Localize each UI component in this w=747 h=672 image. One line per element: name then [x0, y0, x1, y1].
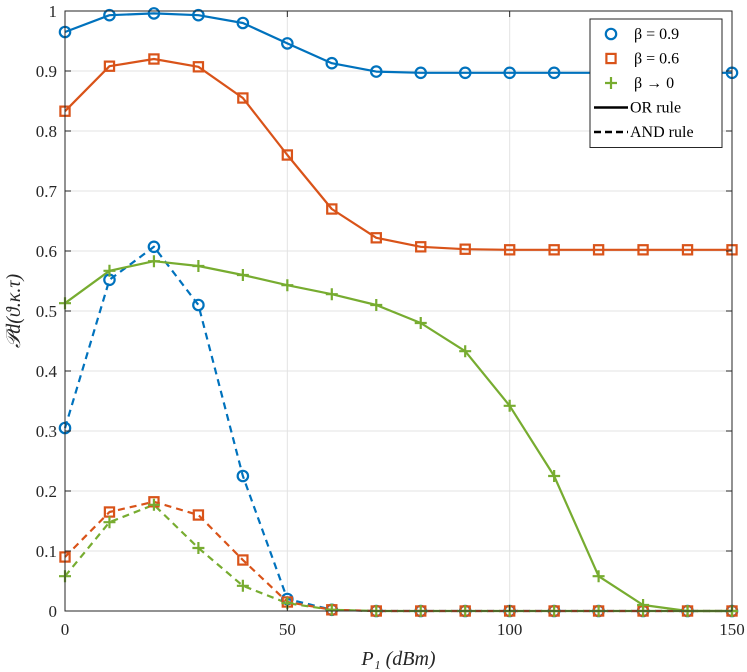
legend-label: AND rule	[630, 124, 694, 141]
data-point-circle	[503, 66, 516, 80]
data-point-square	[681, 244, 694, 256]
data-point-plus	[548, 470, 561, 482]
series-line-and-4	[64, 500, 732, 613]
data-point-square	[415, 241, 427, 253]
data-point-square	[326, 203, 338, 215]
data-point-square	[192, 509, 205, 521]
data-point-circle	[325, 56, 339, 70]
data-point-plus	[281, 279, 294, 292]
data-point-circle	[236, 469, 250, 483]
data-point-circle	[458, 66, 472, 80]
data-point-circle	[414, 66, 428, 80]
y-tick-label: 0.9	[36, 62, 57, 81]
y-tick-label: 0.5	[36, 302, 57, 321]
data-point-plus	[370, 299, 383, 311]
x-tick-label: 0	[61, 620, 70, 639]
data-point-plus	[192, 260, 205, 272]
data-point-plus	[236, 579, 249, 592]
data-point-plus	[637, 599, 650, 611]
y-tick-label: 1	[49, 2, 58, 21]
data-point-plus	[103, 516, 116, 529]
data-point-square	[281, 149, 294, 161]
y-tick-label: 0.4	[36, 362, 58, 381]
legend-label: β = 0.9	[634, 26, 679, 43]
legend-label: β = 0.6	[634, 51, 679, 68]
x-tick-label: 100	[497, 620, 523, 639]
data-point-circle	[103, 8, 116, 22]
y-tick-label: 0	[49, 602, 58, 621]
data-point-square	[637, 244, 649, 256]
y-tick-label: 0.8	[36, 122, 57, 141]
data-point-plus	[147, 255, 160, 268]
series-line-or-2	[64, 260, 732, 613]
data-point-square	[192, 61, 205, 73]
data-point-square	[237, 92, 249, 104]
data-point-circle	[281, 37, 294, 50]
legend-circle-marker	[604, 27, 618, 41]
data-point-square	[503, 244, 516, 256]
data-point-circle	[192, 8, 205, 22]
legend: β = 0.9 β = 0.6 β → 0 OR rule AND rule	[589, 18, 723, 148]
x-tick-label: 50	[279, 620, 296, 639]
data-point-plus	[103, 264, 116, 277]
axis-ticks: 0 50 100 150 0 0.1 0.2 0.3 0.4 0.5 0.6 0.7 0.8 0.9 1	[36, 2, 745, 639]
data-point-plus	[592, 570, 605, 583]
legend-label: OR rule	[630, 100, 681, 117]
legend-square-marker	[605, 52, 617, 65]
legend-item: β = 0.9	[604, 26, 679, 43]
y-tick-label: 0.6	[36, 242, 57, 261]
legend-item: β = 0.6	[605, 51, 679, 68]
data-point-circle	[147, 240, 161, 254]
y-tick-label: 0.2	[36, 482, 57, 501]
series-line-or-1	[64, 57, 732, 251]
y-axis-label: 𝒫d(ϑ.κ.τ)	[3, 274, 25, 349]
data-point-square	[103, 60, 116, 72]
data-point-square	[148, 53, 160, 65]
legend-item: β → 0	[605, 75, 674, 92]
data-point-circle	[147, 7, 161, 20]
data-point-plus	[192, 542, 205, 554]
series-line-and-5	[64, 503, 732, 613]
legend-item: OR rule	[594, 100, 681, 117]
data-point-plus	[414, 317, 427, 329]
data-point-square	[548, 244, 560, 256]
x-axis-label: P₁ (dBm)	[360, 648, 435, 670]
y-tick-label: 0.1	[36, 542, 57, 561]
series-line-and-3	[63, 245, 732, 613]
data-point-circle	[192, 298, 205, 312]
data-point-square	[459, 243, 471, 255]
data-point-square	[237, 554, 249, 566]
legend-plus-marker	[605, 77, 617, 89]
data-point-plus	[325, 603, 338, 616]
data-point-plus	[325, 288, 338, 301]
data-point-square	[592, 244, 605, 256]
data-point-plus	[236, 269, 249, 281]
data-point-plus	[503, 399, 516, 412]
legend-label: β → 0	[634, 75, 674, 92]
data-point-circle	[236, 16, 250, 30]
data-point-plus	[147, 498, 160, 511]
y-tick-label: 0.3	[36, 422, 57, 441]
data-point-circle	[369, 65, 383, 78]
y-tick-label: 0.7	[36, 182, 58, 201]
legend-item: AND rule	[594, 124, 694, 141]
data-point-square	[370, 232, 382, 244]
x-tick-label: 150	[719, 620, 745, 639]
data-point-plus	[459, 345, 472, 358]
data-point-circle	[547, 66, 561, 80]
